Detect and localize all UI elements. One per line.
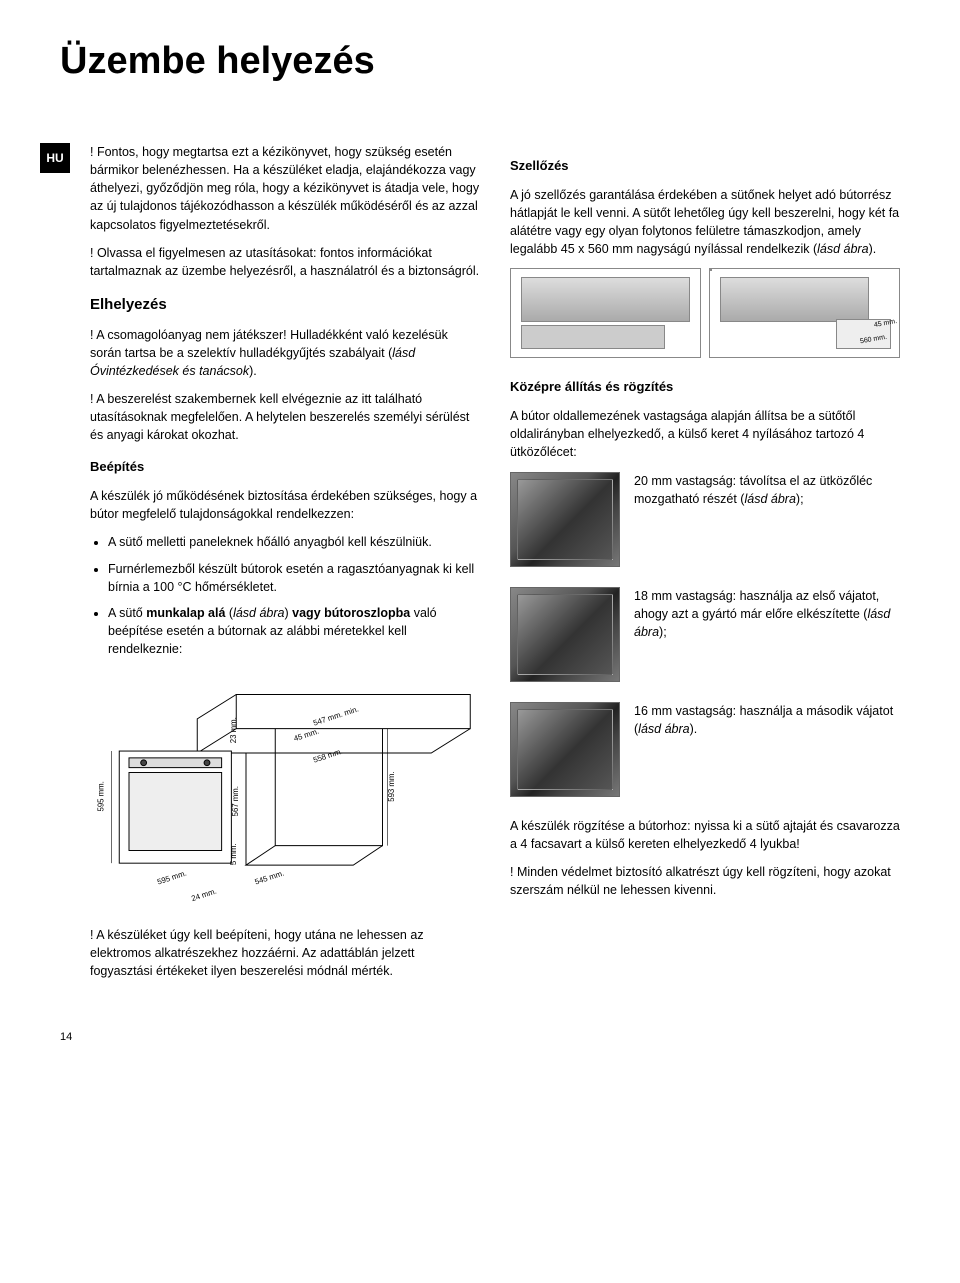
ventilation-diagrams: 560 mm. 45 mm. (510, 268, 900, 358)
install-professional-warning: ! A beszerelést szakembernek kell elvége… (90, 390, 480, 444)
dim-567: 567 mm. (231, 786, 240, 816)
language-tab: HU (40, 143, 70, 173)
heading-builtin: Beépítés (90, 458, 480, 477)
heading-placement: Elhelyezés (90, 294, 480, 316)
dim-24: 24 mm. (190, 887, 218, 904)
heading-centering: Középre állítás és rögzítés (510, 378, 900, 397)
bracket-text-20mm: 20 mm vastagság: távolítsa el az ütközől… (634, 472, 900, 508)
builtin-requirements-list: A sütő melletti paneleknek hőálló anyagb… (90, 533, 480, 658)
ventilation-diagram-left (510, 268, 701, 358)
heading-ventilation: Szellőzés (510, 157, 900, 176)
bracket-image-20mm (510, 472, 620, 567)
bracket-row-20mm: 20 mm vastagság: távolítsa el az ütközől… (510, 472, 900, 567)
packaging-warning: ! A csomagolóanyag nem játékszer! Hullad… (90, 326, 480, 380)
bracket-row-18mm: 18 mm vastagság: használja az első vájat… (510, 587, 900, 682)
dim-45: 45 mm. (873, 317, 898, 331)
safety-parts-warning: ! Minden védelmet biztosító alkatrészt ú… (510, 863, 900, 899)
dim-545: 545 mm. (254, 869, 286, 887)
bracket-image-16mm (510, 702, 620, 797)
dim-5: 5 mm. (229, 844, 238, 866)
ventilation-diagram-right: 560 mm. 45 mm. (709, 268, 900, 358)
page-number: 14 (60, 1031, 900, 1043)
bracket-text-16mm: 16 mm vastagság: használja a második váj… (634, 702, 900, 738)
installation-dimension-diagram: 595 mm. 567 mm. 23 mm. 5 mm. 595 mm. 545… (90, 672, 480, 912)
right-column: Szellőzés A jó szellőzés garantálása érd… (510, 143, 900, 991)
list-item: A sütő melletti paneleknek hőálló anyagb… (108, 533, 480, 551)
bracket-image-18mm (510, 587, 620, 682)
bracket-row-16mm: 16 mm vastagság: használja a második váj… (510, 702, 900, 797)
list-item: Furnérlemezből készült bútorok esetén a … (108, 560, 480, 596)
left-column: ! Fontos, hogy megtartsa ezt a kézikönyv… (90, 143, 480, 991)
dim-595b: 595 mm. (156, 869, 188, 887)
dim-23: 23 mm. (229, 717, 238, 743)
dim-558: 558 mm. (312, 747, 344, 765)
dim-593: 593 mm. (387, 772, 396, 802)
dim-547: 547 mm. min. (312, 705, 360, 728)
page-title: Üzembe helyezés (60, 40, 900, 83)
intro-warning-1: ! Fontos, hogy megtartsa ezt a kézikönyv… (90, 143, 480, 234)
centering-intro: A bútor oldallemezének vastagsága alapjá… (510, 407, 900, 461)
intro-warning-2: ! Olvassa el figyelmesen az utasításokat… (90, 244, 480, 280)
dim-595: 595 mm. (97, 781, 106, 811)
ventilation-text: A jó szellőzés garantálása érdekében a s… (510, 186, 900, 259)
list-item: A sütő munkalap alá (lásd ábra) vagy bút… (108, 604, 480, 658)
builtin-intro: A készülék jó működésének biztosítása ér… (90, 487, 480, 523)
bracket-text-18mm: 18 mm vastagság: használja az első vájat… (634, 587, 900, 641)
page-body: HU ! Fontos, hogy megtartsa ezt a kézikö… (40, 143, 900, 991)
electrical-warning: ! A készüléket úgy kell beépíteni, hogy … (90, 926, 480, 980)
fixing-instruction: A készülék rögzítése a bútorhoz: nyissa … (510, 817, 900, 853)
columns: ! Fontos, hogy megtartsa ezt a kézikönyv… (90, 143, 900, 991)
